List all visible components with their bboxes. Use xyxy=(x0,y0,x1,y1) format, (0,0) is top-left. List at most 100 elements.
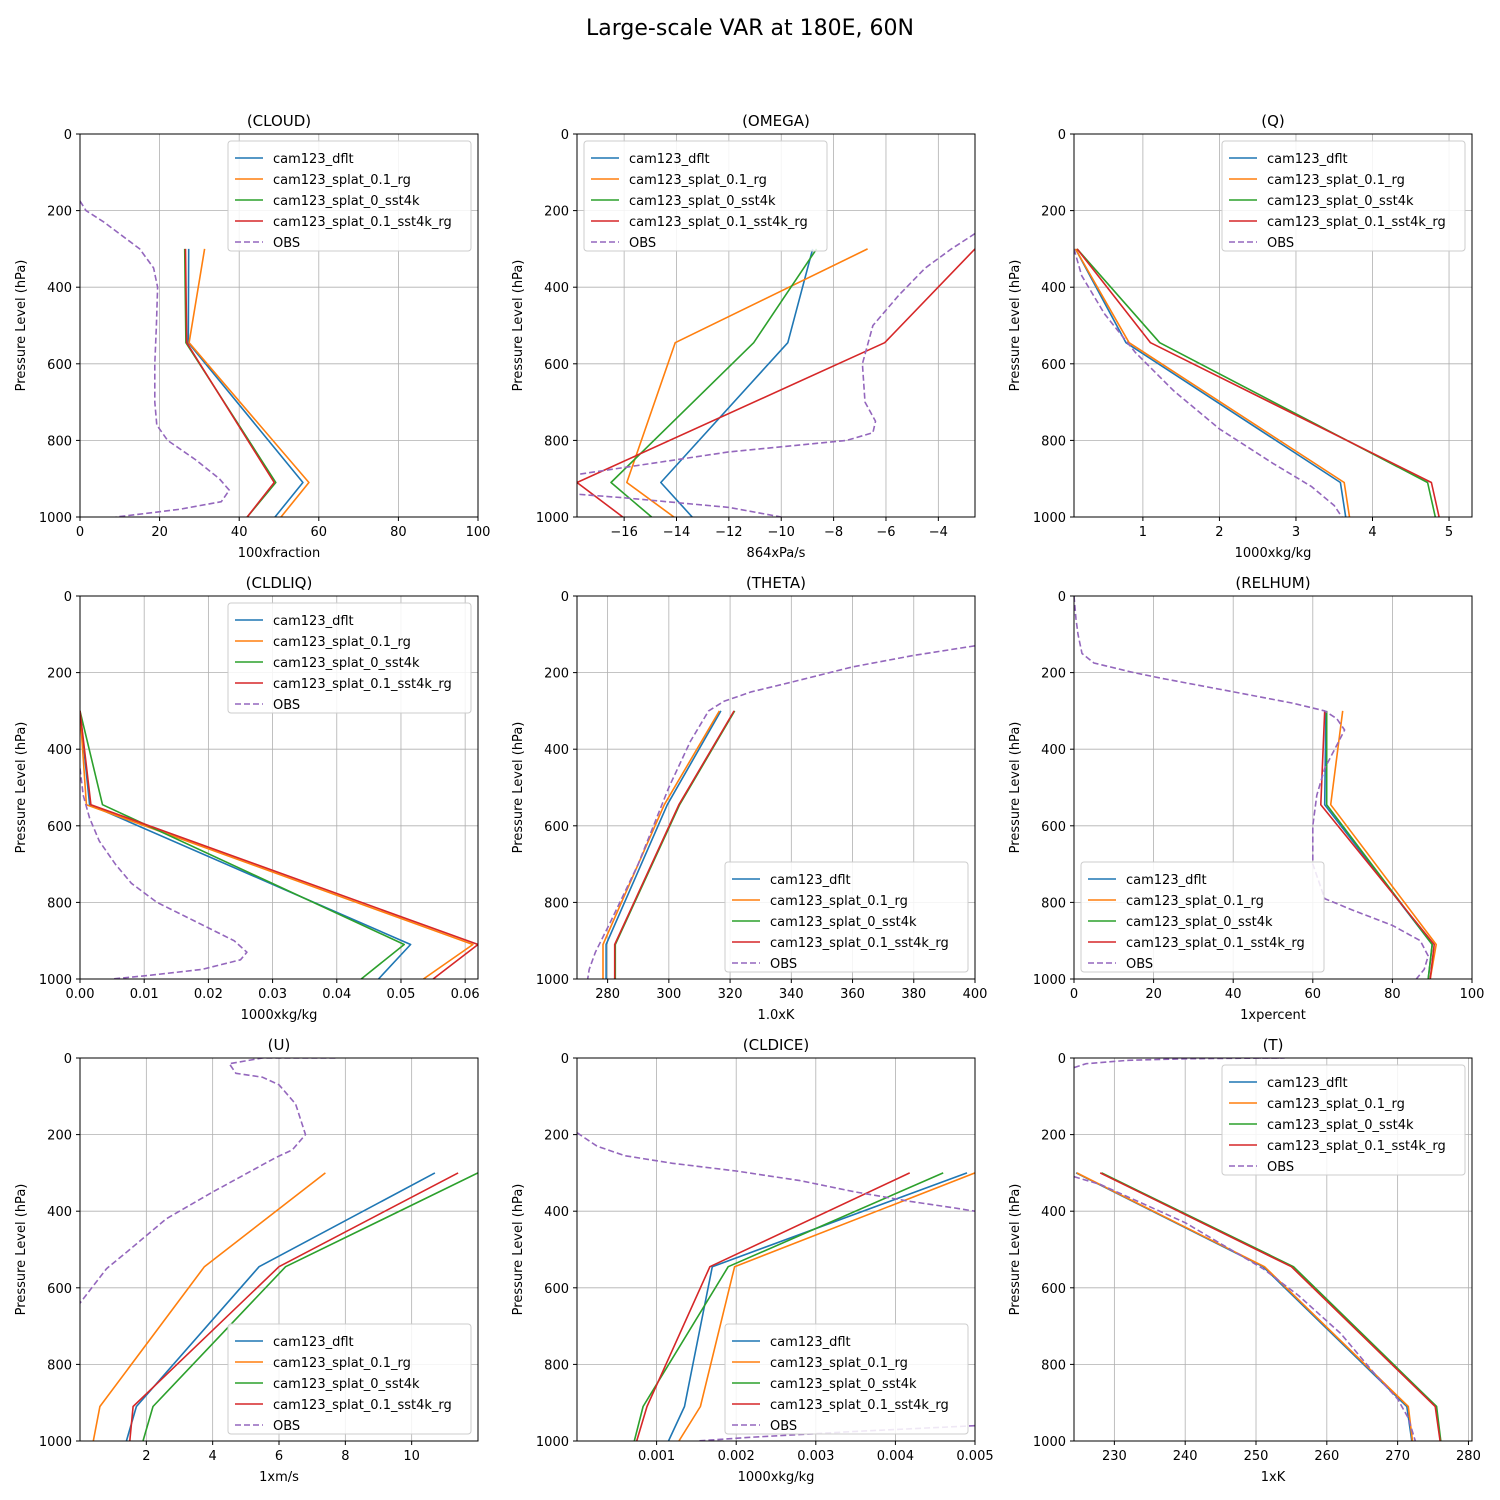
y-tick-label: 400 xyxy=(544,1205,569,1220)
series-line-cam123-splat-0-1-rg xyxy=(1074,248,1351,517)
y-tick-label: 200 xyxy=(47,667,72,682)
x-tick-label: 3 xyxy=(1292,525,1300,540)
y-axis-label: Pressure Level (hPa) xyxy=(1008,260,1023,392)
legend-label: cam123_dflt xyxy=(629,152,710,167)
series-group xyxy=(1074,1058,1442,1441)
panel-cldice: 0.001 0.002 0.003 0.004 0.005 0 200 400 600 800 10… xyxy=(511,1036,994,1485)
axes-frame xyxy=(1073,595,1473,980)
x-tick-label: 60 xyxy=(1305,987,1322,1002)
y-tick-label: 1000 xyxy=(1033,1435,1066,1450)
y-tick-label: 400 xyxy=(1041,1205,1066,1220)
y-tick-label: 1000 xyxy=(39,511,72,526)
legend-box xyxy=(724,1323,969,1435)
series-line-cam123-dflt xyxy=(80,710,412,979)
legend-label: cam123_splat_0.1_sst4k_rg xyxy=(273,677,452,692)
x-tick-label: 10 xyxy=(403,1449,420,1464)
legend-label: OBS xyxy=(273,698,300,713)
y-axis-label: Pressure Level (hPa) xyxy=(14,1184,29,1316)
panel-title: (CLDLIQ) xyxy=(246,574,313,592)
legend-label: cam123_dflt xyxy=(1267,152,1348,167)
x-tick-label: 0.02 xyxy=(194,987,223,1002)
series-line-cam123-splat-0-1-rg xyxy=(678,1172,975,1441)
x-tick-label: 6 xyxy=(275,1449,283,1464)
x-axis-label: 1000xkg/kg xyxy=(738,1470,815,1485)
series-line-obs xyxy=(80,1058,336,1304)
panel-title: (T) xyxy=(1263,1036,1284,1054)
x-axis-label: 1000xkg/kg xyxy=(241,1008,318,1023)
legend-box xyxy=(583,140,828,252)
legend-label: cam123_splat_0.1_sst4k_rg xyxy=(629,215,808,230)
legend: cam123_dflt cam123_splat_0.1_rg cam123_spl… xyxy=(227,1323,472,1435)
x-tick-label: 0.004 xyxy=(877,1449,914,1464)
y-tick-label: 400 xyxy=(47,743,72,758)
series-line-obs xyxy=(577,1132,975,1212)
x-tick-label: 0.03 xyxy=(258,987,287,1002)
series-line-cam123-splat-0-sst4k xyxy=(1101,1172,1442,1441)
legend-box xyxy=(1221,1064,1466,1176)
series-line-obs xyxy=(80,200,231,517)
panel-cloud: 0 20 40 60 80 10002004006008001000(CLOUD)100x… xyxy=(14,112,490,561)
legend-label: OBS xyxy=(770,1419,797,1434)
y-tick-label: 0 xyxy=(561,128,569,143)
series-group xyxy=(577,232,975,517)
x-tick-label: 260 xyxy=(1314,1449,1339,1464)
series-line-obs xyxy=(1074,1058,1286,1069)
y-tick-label: 200 xyxy=(47,1129,72,1144)
x-tick-label: −14 xyxy=(663,525,690,540)
legend-label: cam123_splat_0.1_sst4k_rg xyxy=(1267,1139,1446,1154)
legend-label: cam123_splat_0_sst4k xyxy=(629,194,776,209)
y-tick-label: 600 xyxy=(544,820,569,835)
legend-label: OBS xyxy=(273,236,300,251)
x-tick-label: 100 xyxy=(466,525,491,540)
y-tick-label: 600 xyxy=(47,820,72,835)
series-line-cam123-splat-0-1-rg xyxy=(92,1172,326,1441)
y-tick-label: 600 xyxy=(47,1282,72,1297)
x-axis-label: 1000xkg/kg xyxy=(1235,546,1312,561)
legend-label: cam123_splat_0.1_sst4k_rg xyxy=(273,1398,452,1413)
axes-frame xyxy=(576,1057,976,1442)
series-line-cam123-splat-0-1-rg xyxy=(80,710,474,979)
legend-label: cam123_dflt xyxy=(273,152,354,167)
series-line-cam123-dflt xyxy=(1074,248,1347,517)
y-tick-label: 800 xyxy=(1041,896,1066,911)
y-tick-label: 800 xyxy=(47,896,72,911)
legend-label: cam123_splat_0_sst4k xyxy=(273,1377,420,1392)
legend-label: cam123_splat_0_sst4k xyxy=(273,656,420,671)
y-tick-label: 200 xyxy=(47,205,72,220)
x-tick-label: −4 xyxy=(929,525,948,540)
legend-label: cam123_splat_0.1_rg xyxy=(1267,173,1405,188)
legend-label: OBS xyxy=(629,236,656,251)
y-tick-label: 800 xyxy=(544,434,569,449)
panel-title: (THETA) xyxy=(746,574,806,592)
series-line-cam123-splat-0-1-sst4k-rg xyxy=(129,1172,459,1441)
y-tick-label: 1000 xyxy=(536,973,569,988)
x-axis-label: 1xK xyxy=(1261,1470,1286,1485)
x-tick-label: 5 xyxy=(1445,525,1453,540)
x-tick-label: 380 xyxy=(901,987,926,1002)
series-line-cam123-dflt xyxy=(1075,1172,1413,1441)
y-tick-label: 0 xyxy=(1058,1052,1066,1067)
x-tick-label: 2 xyxy=(1215,525,1223,540)
x-tick-label: 20 xyxy=(151,525,168,540)
y-tick-label: 1000 xyxy=(536,1435,569,1450)
legend-label: OBS xyxy=(770,957,797,972)
legend-box xyxy=(227,1323,472,1435)
legend-box xyxy=(1221,140,1466,252)
x-tick-label: 280 xyxy=(595,987,620,1002)
legend-label: cam123_splat_0_sst4k xyxy=(1267,194,1414,209)
series-line-cam123-splat-0-sst4k xyxy=(80,710,406,979)
x-tick-label: 80 xyxy=(390,525,407,540)
series-line-cam123-splat-0-sst4k xyxy=(142,1172,478,1441)
series-line-obs xyxy=(1074,1175,1417,1441)
series-line-cam123-splat-0-sst4k xyxy=(633,1172,944,1441)
x-tick-label: 320 xyxy=(718,987,743,1002)
y-tick-label: 400 xyxy=(1041,743,1066,758)
x-tick-label: 280 xyxy=(1456,1449,1481,1464)
series-group xyxy=(1074,596,1437,979)
x-tick-label: −12 xyxy=(715,525,742,540)
legend-label: cam123_dflt xyxy=(770,873,851,888)
legend-label: cam123_splat_0.1_rg xyxy=(770,894,908,909)
y-tick-label: 200 xyxy=(544,1129,569,1144)
y-axis-label: Pressure Level (hPa) xyxy=(511,260,526,392)
x-tick-label: 100 xyxy=(1460,987,1485,1002)
